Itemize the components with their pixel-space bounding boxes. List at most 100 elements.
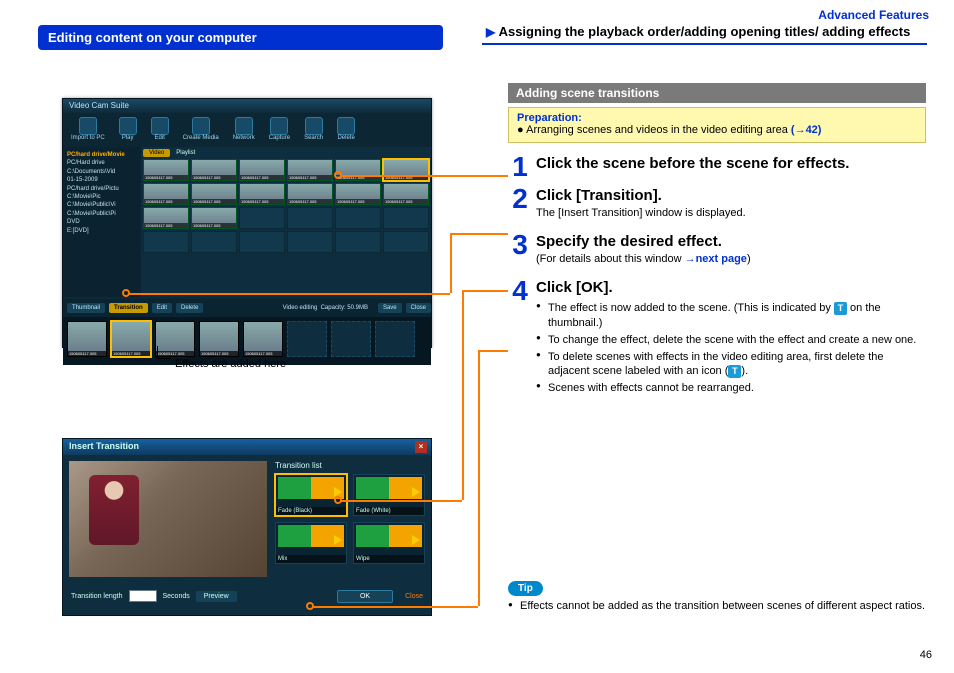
thumbnail[interactable]: 150605117.005 [191, 159, 237, 181]
toolbar-create[interactable]: Create Media [183, 117, 219, 141]
toolbar-import[interactable]: Import to PC [71, 117, 105, 141]
thumbnail[interactable]: 150605117.005 [143, 159, 189, 181]
connector [128, 293, 450, 295]
thumbnail[interactable]: 150605117.005 [143, 207, 189, 229]
thumbnail[interactable]: 150605117.005 [287, 183, 333, 205]
page-number: 46 [920, 649, 932, 661]
bullet-text: To change the effect, delete the scene w… [548, 334, 916, 346]
thumbnail[interactable]: 150605117.005 [239, 159, 285, 181]
step-title: Click the scene before the scene for eff… [536, 155, 926, 173]
step-subtext: The [Insert Transition] window is displa… [536, 207, 926, 219]
connector [450, 233, 452, 293]
preview-button[interactable]: Preview [196, 591, 237, 602]
tab-video[interactable]: Video [143, 149, 170, 157]
folder-tree[interactable]: PC/hard drive/Movie PC/Hard drive C:\Doc… [63, 147, 141, 297]
bullet: The effect is now added to the scene. (T… [536, 301, 926, 331]
thumbnail-empty [239, 207, 285, 229]
effect-fade-white[interactable]: Fade (White) [353, 474, 425, 516]
step-number: 2 [508, 183, 532, 215]
thumbnail[interactable]: 150605117.005 [335, 183, 381, 205]
step-4: 4 Click [OK]. The effect is now added to… [508, 279, 926, 396]
connector-dot [122, 289, 130, 297]
next-page-link[interactable]: →next page [685, 253, 747, 265]
toolbar-play[interactable]: Play [119, 117, 137, 141]
connector [478, 350, 508, 352]
close-button[interactable]: Close [406, 303, 431, 313]
timeline-thumb[interactable]: 150605117.005 [199, 321, 239, 357]
app-titlebar: Video Cam Suite [63, 99, 431, 113]
connector-dot [334, 496, 342, 504]
toolbar-delete[interactable]: Delete [337, 117, 355, 141]
thumbnail[interactable]: 150605117.005 [383, 183, 429, 205]
thumbnail[interactable]: 150605117.005 [191, 207, 237, 229]
right-section-head: ▶ Assigning the playback order/adding op… [482, 22, 927, 45]
link-42[interactable]: (→42) [791, 124, 822, 136]
connector-dot [306, 602, 314, 610]
save-button[interactable]: Save [378, 303, 402, 313]
transition-list-title: Transition list [275, 461, 425, 470]
thumbnail[interactable]: 150605117.005 [383, 159, 429, 181]
effects-caption: Effects are added here [175, 358, 286, 370]
preparation-box: Preparation: ● Arranging scenes and vide… [508, 107, 926, 143]
thumbnail-button[interactable]: Thumbnail [67, 303, 105, 313]
preparation-text: Arranging scenes and videos in the video… [526, 124, 791, 136]
transition-icon: T [728, 365, 741, 378]
thumbnail[interactable]: 150605117.005 [287, 159, 333, 181]
thumbnail-empty [335, 231, 381, 253]
step-number: 4 [508, 275, 532, 307]
preparation-title: Preparation: [517, 112, 917, 124]
thumbnail[interactable]: 150605117.005 [191, 183, 237, 205]
subsection-title: Adding scene transitions [508, 83, 926, 103]
effect-wipe[interactable]: Wipe [353, 522, 425, 564]
right-section-title: Assigning the playback order/adding open… [499, 24, 911, 39]
transition-button[interactable]: Transition [109, 303, 148, 313]
toolbar-capture[interactable]: Capture [269, 117, 290, 141]
timeline-thumb[interactable]: 150605117.005 [155, 321, 195, 357]
close-link[interactable]: Close [405, 593, 423, 600]
dialog-close-button[interactable]: × [415, 441, 427, 453]
browser-tabs: Video Playlist [143, 149, 429, 157]
thumbnail[interactable]: 150605117.005 [335, 159, 381, 181]
transition-preview [69, 461, 267, 577]
timeline-thumb[interactable]: 150605117.005 [243, 321, 283, 357]
step-number: 3 [508, 229, 532, 261]
transition-length-input[interactable] [129, 590, 157, 602]
tip-text: Effects cannot be added as the transitio… [508, 600, 926, 612]
video-editing-label: Video editing [283, 305, 318, 311]
tab-playlist[interactable]: Playlist [170, 149, 201, 157]
bullet: To change the effect, delete the scene w… [536, 333, 926, 348]
arrow-icon: ▶ [486, 25, 495, 39]
thumbnail-empty [383, 207, 429, 229]
timeline-thumb[interactable]: 150605117.005 [67, 321, 107, 357]
connector [340, 175, 508, 177]
preparation-line: ● Arranging scenes and videos in the vid… [517, 124, 917, 136]
effect-mix[interactable]: Mix [275, 522, 347, 564]
ok-button[interactable]: OK [337, 590, 393, 603]
connector [450, 233, 508, 235]
toolbar-search[interactable]: Search [304, 117, 323, 141]
thumbnail[interactable]: 150605117.005 [239, 183, 285, 205]
effect-fade-black[interactable]: Fade (Black) [275, 474, 347, 516]
toolbar-network[interactable]: Network [233, 117, 255, 141]
step-subtext: (For details about this window →next pag… [536, 253, 926, 265]
transition-length-unit: Seconds [163, 593, 190, 600]
timeline-thumb-selected[interactable]: 150605117.005 [111, 321, 151, 357]
edit-button[interactable]: Edit [152, 303, 172, 313]
step-sub-prefix: (For details about this window [536, 253, 685, 265]
delete-button[interactable]: Delete [176, 303, 203, 313]
advanced-features-link[interactable]: Advanced Features [818, 8, 929, 22]
step4-bullets: The effect is now added to the scene. (T… [536, 301, 926, 396]
step-2: 2 Click [Transition]. The [Insert Transi… [508, 187, 926, 219]
thumbnail[interactable]: 150605117.005 [143, 183, 189, 205]
timeline-empty [375, 321, 415, 357]
connector-dot [334, 171, 342, 179]
thumbnail-browser: Video Playlist 150605117.005150605117.00… [141, 147, 431, 297]
connector [340, 500, 462, 502]
dialog-title: Insert Transition [69, 441, 139, 451]
bullet-icon: ● [517, 124, 524, 136]
mid-toolbar: Thumbnail Transition Edit Delete Video e… [63, 299, 431, 317]
toolbar-edit[interactable]: Edit [151, 117, 169, 141]
step-title: Click [OK]. [536, 279, 926, 297]
bullet-text: To delete scenes with effects in the vid… [548, 351, 884, 378]
tip-block: Tip Effects cannot be added as the trans… [508, 580, 926, 612]
